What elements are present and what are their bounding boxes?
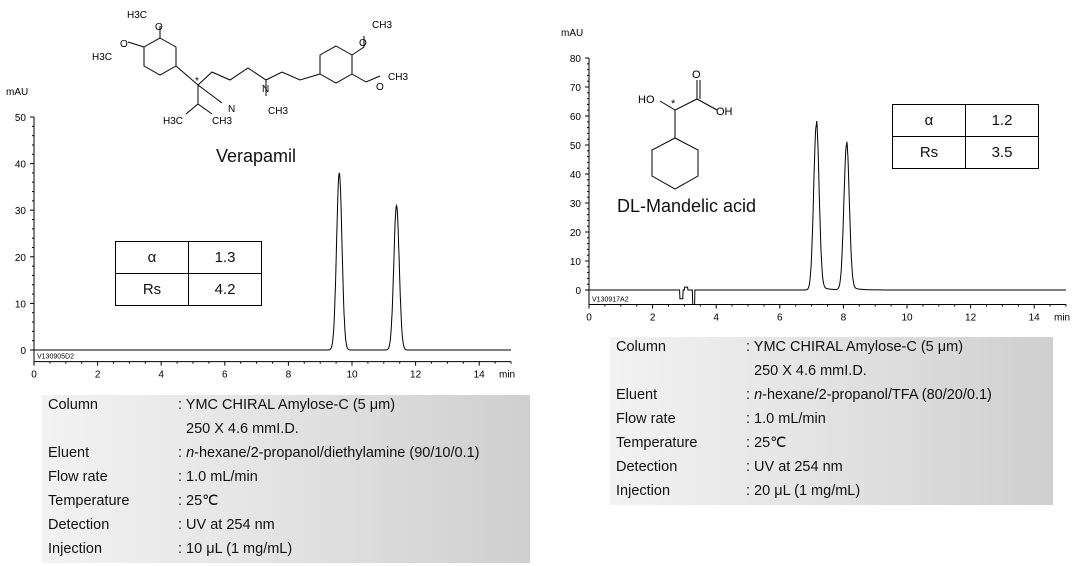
x-tick-label: 10 <box>901 313 913 324</box>
y-tick-label: 20 <box>570 228 582 239</box>
y-axis-label: mAU <box>6 87 28 98</box>
value-prefix: : <box>178 445 187 461</box>
condition-value: : 10 μL (1 mg/mL) <box>178 541 293 557</box>
condition-label: Injection <box>616 483 671 499</box>
x-tick-label: 10 <box>346 370 358 381</box>
x-tick-label: 0 <box>31 370 37 381</box>
condition-label: Injection <box>48 541 103 557</box>
x-tick-label: 12 <box>410 370 422 381</box>
x-tick-label: 6 <box>222 370 228 381</box>
y-tick-label: 0 <box>20 346 26 357</box>
y-tick-label: 60 <box>570 112 582 123</box>
condition-label: Column <box>616 339 666 355</box>
condition-label: Detection <box>48 517 110 533</box>
y-tick-label: 50 <box>570 141 582 152</box>
value-italic: n <box>186 445 195 461</box>
chart-title-mandelic-acid: DL-Mandelic acid <box>617 196 757 216</box>
condition-label: Temperature <box>48 493 130 509</box>
y-tick-label: 10 <box>15 299 27 310</box>
rs-label: Rs <box>892 136 966 169</box>
x-tick-label: 14 <box>1029 313 1041 324</box>
condition-label: Eluent <box>616 387 658 403</box>
rs-value: 3.5 <box>965 136 1039 169</box>
x-tick-label: 4 <box>158 370 164 381</box>
value-prefix: : <box>746 387 755 403</box>
x-tick-label: 6 <box>777 313 783 324</box>
y-tick-label: 30 <box>15 206 27 217</box>
condition-value: : n-hexane/2-propanol/TFA (80/20/0.1) <box>746 387 992 403</box>
condition-value: : 25℃ <box>746 435 787 451</box>
x-tick-label: 2 <box>95 370 101 381</box>
condition-value: : UV at 254 nm <box>746 459 843 475</box>
rs-value: 4.2 <box>188 273 262 306</box>
x-tick-label: 4 <box>713 313 719 324</box>
condition-value: : n-hexane/2-propanol/diethylamine (90/1… <box>178 445 480 461</box>
y-tick-label: 20 <box>15 253 27 264</box>
condition-value: : 1.0 mL/min <box>178 469 258 485</box>
chromatogram-trace <box>34 172 511 351</box>
condition-label: Flow rate <box>616 411 676 427</box>
condition-value: 250 X 4.6 mmI.D. <box>186 421 299 437</box>
x-tick-label: 12 <box>965 313 977 324</box>
rs-label: Rs <box>115 273 189 306</box>
condition-value: : UV at 254 nm <box>178 517 275 533</box>
value-italic: n <box>754 387 763 403</box>
run-id: V130905D2 <box>37 354 74 361</box>
condition-value: : 20 μL (1 mg/mL) <box>746 483 861 499</box>
condition-value: 250 X 4.6 mmI.D. <box>754 363 867 379</box>
value-text: -hexane/2-propanol/diethylamine (90/10/0… <box>194 445 480 461</box>
x-tick-label: 0 <box>586 313 592 324</box>
y-tick-label: 40 <box>15 160 27 171</box>
x-axis-label: min <box>499 370 515 381</box>
y-axis-label: mAU <box>561 28 583 39</box>
condition-value: : YMC CHIRAL Amylose-C (5 μm) <box>178 397 396 413</box>
condition-label: Column <box>48 397 98 413</box>
chart-title-verapamil: Verapamil <box>216 146 297 166</box>
run-id: V130917A2 <box>592 297 629 304</box>
x-axis-label: min <box>1054 313 1070 324</box>
condition-value: : YMC CHIRAL Amylose-C (5 μm) <box>746 339 964 355</box>
value-text: -hexane/2-propanol/TFA (80/20/0.1) <box>762 387 992 403</box>
alpha-label: α <box>115 241 189 274</box>
selectivity-table-mandelic-acid: α 1.2 Rs 3.5 <box>892 104 1039 169</box>
y-tick-label: 0 <box>575 286 581 297</box>
condition-label: Temperature <box>616 435 698 451</box>
condition-value: : 1.0 mL/min <box>746 411 826 427</box>
condition-label: Detection <box>616 459 678 475</box>
conditions-panel-mandelic-acid: Column : YMC CHIRAL Amylose-C (5 μm) 250 X… <box>610 337 1053 505</box>
alpha-label: α <box>892 104 966 137</box>
chart-0: 0 2 4 6 8 10 12 14 0 10 20 30 40 50 mAU min V130905D2 <box>6 87 515 381</box>
condition-label: Flow rate <box>48 469 108 485</box>
y-tick-label: 30 <box>570 199 582 210</box>
x-tick-label: 8 <box>286 370 292 381</box>
condition-label: Eluent <box>48 445 90 461</box>
selectivity-table-verapamil: α 1.3 Rs 4.2 <box>115 241 262 306</box>
y-tick-label: 70 <box>570 83 582 94</box>
x-tick-label: 2 <box>650 313 656 324</box>
x-tick-label: 8 <box>841 313 847 324</box>
conditions-panel-verapamil: Column : YMC CHIRAL Amylose-C (5 μm) 250 X… <box>42 395 530 563</box>
y-tick-label: 10 <box>570 257 582 268</box>
y-tick-label: 50 <box>15 113 27 124</box>
condition-value: : 25℃ <box>178 493 219 509</box>
y-tick-label: 40 <box>570 170 582 181</box>
y-tick-label: 80 <box>570 54 582 65</box>
alpha-value: 1.3 <box>188 241 262 274</box>
chromatogram-trace <box>589 121 1066 305</box>
x-tick-label: 14 <box>474 370 486 381</box>
chart-1: 0 2 4 6 8 10 12 14 0 10 20 30 40 50 60 70 80 mAU min V13091… <box>561 28 1070 324</box>
alpha-value: 1.2 <box>965 104 1039 137</box>
